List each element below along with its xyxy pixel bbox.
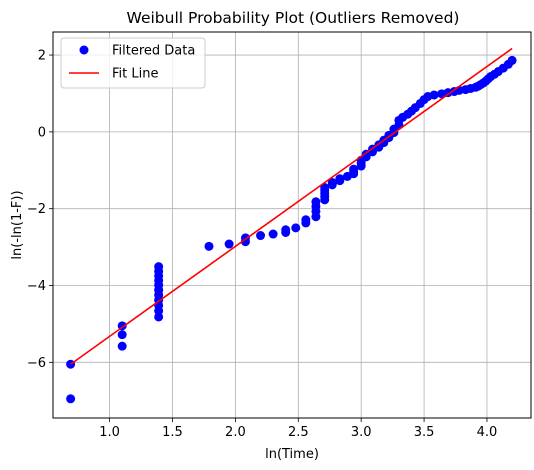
legend-marker-filtered-data <box>79 45 89 55</box>
y-tick-label: −2 <box>27 202 46 217</box>
fit-line-layer <box>70 47 513 365</box>
x-tick-label: 3.5 <box>414 425 435 440</box>
data-point <box>311 197 321 207</box>
y-tick-label: 2 <box>38 49 46 64</box>
plot-area <box>53 32 531 418</box>
chart-title: Weibull Probability Plot (Outliers Remov… <box>127 9 460 27</box>
data-point <box>507 55 517 65</box>
fit-line <box>70 47 513 365</box>
y-tick-label: 0 <box>38 125 46 140</box>
legend-box <box>60 37 206 89</box>
data-point <box>224 239 234 249</box>
x-tick-label: 2.0 <box>225 425 246 440</box>
x-tick-label: 1.0 <box>99 425 120 440</box>
data-point <box>320 183 330 193</box>
y-axis-ticks: −6 −4 −2 0 2 <box>27 49 53 371</box>
data-point <box>335 174 345 184</box>
data-point <box>154 312 164 322</box>
data-point <box>256 231 266 241</box>
x-axis-ticks: 1.0 1.5 2.0 2.5 3.0 3.5 4.0 <box>99 418 497 440</box>
data-point <box>281 225 291 235</box>
data-point <box>268 229 278 239</box>
y-tick-label: −4 <box>27 279 46 294</box>
x-axis-label: ln(Time) <box>265 447 319 462</box>
data-point <box>327 178 337 188</box>
legend-label-fit-line: Fit Line <box>112 67 158 82</box>
x-tick-label: 4.0 <box>477 425 498 440</box>
data-point <box>66 394 76 404</box>
data-point <box>117 341 127 351</box>
legend-label-filtered-data: Filtered Data <box>112 44 195 59</box>
scatter-points <box>66 55 517 404</box>
x-tick-label: 3.0 <box>351 425 372 440</box>
data-point <box>301 215 311 225</box>
plot-frame <box>52 31 532 419</box>
y-axis-label: ln(-ln(1-F)) <box>10 190 25 259</box>
data-point <box>429 90 439 100</box>
x-tick-label: 1.5 <box>162 425 183 440</box>
data-point <box>204 241 214 251</box>
y-tick-label: −6 <box>27 356 46 371</box>
x-tick-label: 2.5 <box>288 425 309 440</box>
data-point <box>117 330 127 340</box>
data-point <box>291 223 301 233</box>
data-point <box>349 164 359 174</box>
legend: Filtered Data Fit Line <box>60 37 206 89</box>
data-point <box>154 262 164 272</box>
